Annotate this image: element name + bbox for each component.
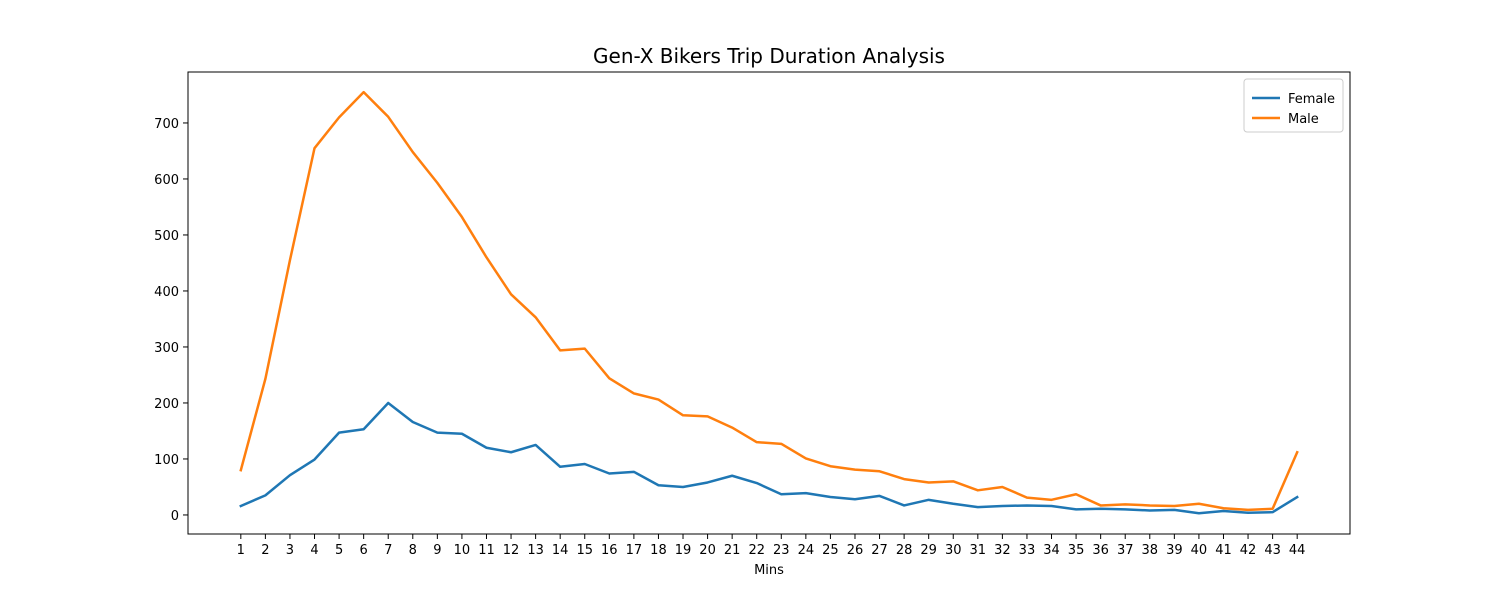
x-tick-label: 2 — [261, 543, 269, 558]
x-tick-label: 32 — [994, 543, 1011, 558]
y-tick-label: 500 — [154, 229, 179, 244]
x-tick-label: 11 — [478, 543, 495, 558]
x-tick-label: 27 — [871, 543, 888, 558]
chart-title: Gen-X Bikers Trip Duration Analysis — [593, 44, 945, 68]
x-tick-label: 42 — [1240, 543, 1257, 558]
x-tick-label: 44 — [1289, 543, 1306, 558]
x-tick-label: 41 — [1215, 543, 1232, 558]
axis-ticks: 1 2 3 4 5 6 7 8 9 10 11 12 13 14 15 16 17 18 19 20 21 22 23 24 2… — [154, 117, 1305, 558]
y-tick-label: 600 — [154, 173, 179, 188]
legend: Female Male — [1243, 78, 1344, 133]
x-tick-label: 13 — [527, 543, 544, 558]
x-tick-label: 19 — [675, 543, 692, 558]
x-tick-label: 14 — [552, 543, 569, 558]
x-tick-label: 28 — [896, 543, 913, 558]
x-tick-label: 34 — [1043, 543, 1060, 558]
plot-frame — [187, 71, 1351, 535]
x-axis-title: Mins — [754, 563, 784, 578]
x-tick-label: 39 — [1166, 543, 1183, 558]
x-tick-label: 29 — [920, 543, 937, 558]
x-tick-label: 31 — [970, 543, 987, 558]
x-tick-label: 25 — [822, 543, 839, 558]
y-tick-label: 0 — [171, 509, 179, 524]
x-tick-label: 18 — [650, 543, 667, 558]
x-tick-label: 40 — [1191, 543, 1208, 558]
x-tick-label: 12 — [503, 543, 520, 558]
x-tick-label: 33 — [1019, 543, 1036, 558]
y-tick-label: 700 — [154, 117, 179, 132]
x-tick-label: 5 — [335, 543, 343, 558]
x-tick-label: 35 — [1068, 543, 1085, 558]
x-tick-label: 4 — [310, 543, 318, 558]
x-tick-label: 36 — [1092, 543, 1109, 558]
x-tick-label: 8 — [409, 543, 417, 558]
x-tick-label: 1 — [237, 543, 245, 558]
legend-label-female: Female — [1288, 92, 1335, 107]
x-tick-label: 38 — [1142, 543, 1159, 558]
x-tick-label: 7 — [384, 543, 392, 558]
legend-label-male: Male — [1288, 112, 1319, 127]
x-tick-label: 30 — [945, 543, 962, 558]
series-line-female — [239, 401, 1299, 515]
x-tick-label: 26 — [847, 543, 864, 558]
x-tick-label: 16 — [601, 543, 618, 558]
x-tick-label: 24 — [798, 543, 815, 558]
y-tick-label: 400 — [154, 285, 179, 300]
x-tick-label: 6 — [360, 543, 368, 558]
x-tick-label: 20 — [699, 543, 716, 558]
x-tick-label: 9 — [433, 543, 441, 558]
x-tick-label: 43 — [1264, 543, 1281, 558]
y-tick-label: 200 — [154, 397, 179, 412]
x-tick-label: 37 — [1117, 543, 1134, 558]
y-tick-label: 300 — [154, 341, 179, 356]
y-tick-label: 100 — [154, 453, 179, 468]
x-tick-label: 15 — [576, 543, 593, 558]
series-line-male — [239, 90, 1299, 512]
plot-lines — [239, 90, 1299, 515]
x-tick-label: 23 — [773, 543, 790, 558]
x-tick-label: 21 — [724, 543, 741, 558]
x-tick-label: 3 — [286, 543, 294, 558]
x-tick-label: 22 — [748, 543, 765, 558]
x-tick-label: 10 — [454, 543, 471, 558]
x-tick-label: 17 — [626, 543, 643, 558]
